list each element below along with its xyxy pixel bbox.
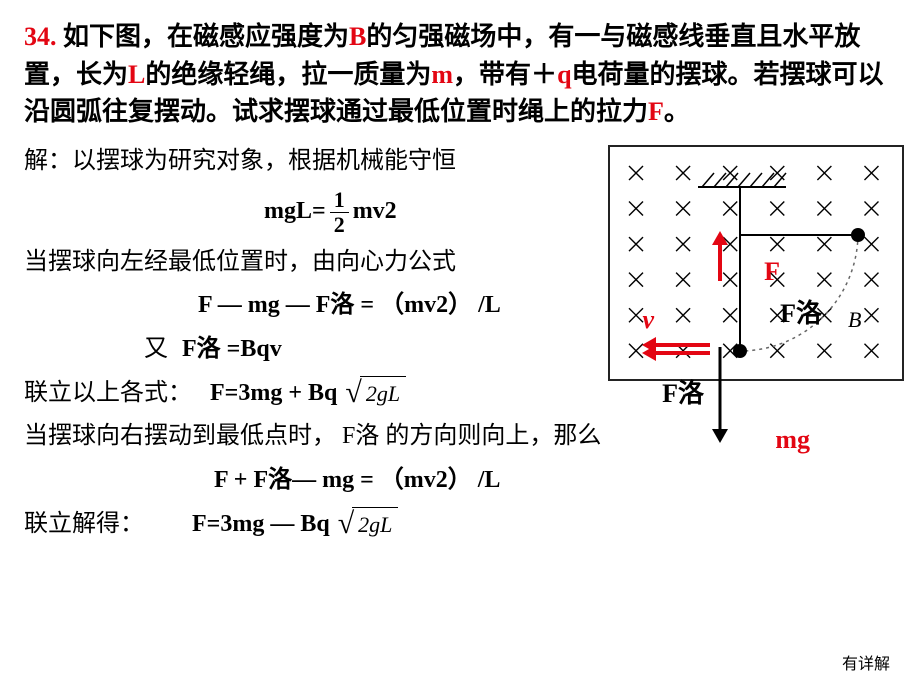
problem-statement: 34. 如下图，在磁感应强度为B的匀强磁场中，有一与磁感线垂直且水平放置，长为L… [24, 18, 896, 131]
footnote: 有详解 [842, 650, 890, 674]
sol-eq-6: 联立解得： F=3mg — Bq √ 2gL [24, 507, 896, 541]
label-Fluo-up: F洛 [780, 293, 822, 330]
solution-area: B F F洛 v F洛 mg 解：以摆球为研究对象，根据机械能守恒 mg [24, 145, 896, 541]
eq6-pre: 联立解得： [24, 508, 144, 542]
problem-number: 34. [24, 22, 57, 51]
arrow-F [710, 231, 740, 292]
label-Fluo-down: F洛 [662, 373, 704, 410]
arrow-down [710, 347, 740, 452]
label-mg: mg [775, 425, 810, 455]
eq1-frac: 1 2 [330, 189, 349, 236]
eq2-text: F — mg — F洛 = （mv2） /L [198, 289, 501, 323]
label-B-svg: B [848, 307, 861, 332]
arrow-v [642, 335, 716, 366]
eq1-num: 1 [330, 189, 349, 213]
sol-line-1-text: 解：以摆球为研究对象，根据机械能守恒 [24, 145, 456, 179]
ceiling-hatch [698, 173, 786, 187]
eq1-left: mgL= [264, 195, 326, 229]
eq4-pre: 联立以上各式： [24, 377, 192, 411]
eq6-sqrt-body: 2gL [352, 507, 398, 541]
eq1-right: mv2 [353, 195, 397, 229]
field-crosses [629, 166, 878, 358]
problem-text-B: B [349, 22, 366, 51]
eq4-sqrt: √ 2gL [345, 376, 406, 410]
label-F: F [764, 257, 780, 287]
eq4-main: F=3mg + Bq [210, 377, 337, 411]
problem-text-F: F [648, 97, 664, 126]
problem-text-0: 如下图，在磁感应强度为 [63, 22, 349, 51]
problem-text-10: 。 [664, 97, 690, 126]
eq5-text: F + F洛— mg = （mv2） /L [214, 464, 500, 498]
sol-line-5: 当摆球向右摆动到最低点时， F洛 的方向则向上，那么 [24, 420, 896, 454]
problem-text-L: L [128, 60, 145, 89]
eq3-pre: 又 [144, 333, 168, 367]
ball-top [851, 228, 865, 242]
problem-text-6: ，带有＋ [453, 60, 557, 89]
problem-text-q: q [557, 60, 571, 89]
label-v: v [642, 305, 654, 335]
sol-line-2-text: 当摆球向左经最低位置时，由向心力公式 [24, 246, 456, 280]
eq6-sqrt: √ 2gL [338, 507, 399, 541]
sol-eq-5: F + F洛— mg = （mv2） /L [24, 464, 896, 498]
problem-text-m: m [431, 60, 453, 89]
problem-text-4: 的绝缘轻绳，拉一质量为 [145, 60, 431, 89]
eq4-sqrt-body: 2gL [360, 376, 406, 410]
eq6-main: F=3mg — Bq [192, 508, 330, 542]
sol-line-5-text: 当摆球向右摆动到最低点时， F洛 的方向则向上，那么 [24, 420, 601, 454]
eq1-den: 2 [334, 213, 345, 236]
eq3-text: F洛 =Bqv [182, 333, 282, 367]
